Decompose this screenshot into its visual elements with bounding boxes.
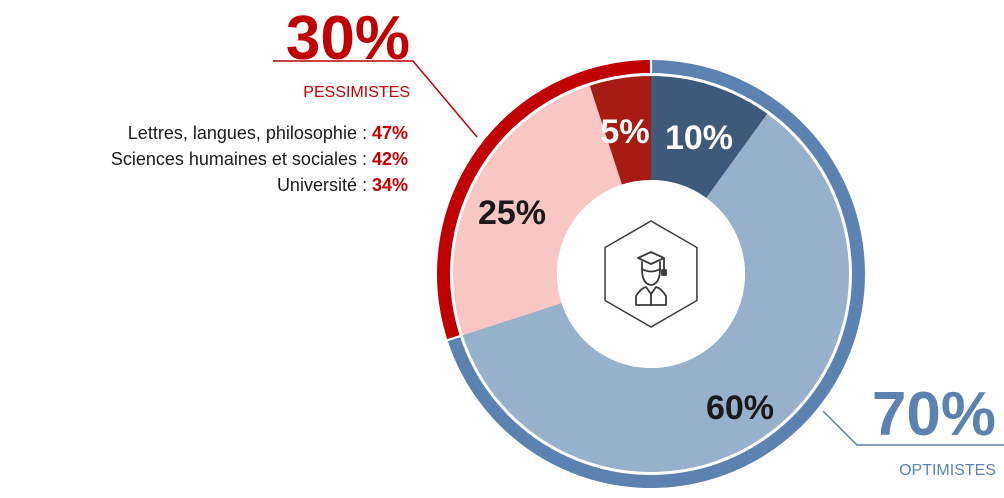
pessimists-label: PESSIMISTES bbox=[303, 84, 410, 101]
breakdown-label: Université : bbox=[276, 175, 372, 195]
breakdown-row-universite: Université : 34% bbox=[111, 172, 408, 198]
breakdown-value: 47% bbox=[371, 123, 408, 143]
breakdown-value: 34% bbox=[371, 175, 408, 195]
donut-slice-2 bbox=[452, 85, 622, 336]
breakdown-row-sciences: Sciences humaines et sociales : 42% bbox=[111, 146, 408, 172]
optimists-leader-line bbox=[822, 410, 1004, 446]
slice-labels: 10% 60% 25% 5% bbox=[478, 113, 774, 427]
slice-label-0: 10% bbox=[665, 119, 733, 157]
optimists-label: OPTIMISTES bbox=[899, 462, 996, 479]
graduate-student-icon bbox=[604, 220, 698, 328]
slice-label-2: 25% bbox=[478, 194, 546, 232]
breakdown-label: Sciences humaines et sociales : bbox=[110, 149, 372, 169]
breakdown-label: Lettres, langues, philosophie : bbox=[127, 123, 372, 143]
pessimists-breakdown: Lettres, langues, philosophie : 47% Scie… bbox=[111, 120, 408, 198]
breakdown-value: 42% bbox=[371, 149, 408, 169]
donut-slices bbox=[452, 76, 850, 473]
donut-slice-3 bbox=[589, 76, 651, 185]
pessimists-percent: 30% bbox=[285, 4, 410, 73]
optimists-percent: 70% bbox=[871, 380, 996, 449]
pessimists-leader-line bbox=[273, 60, 478, 138]
breakdown-row-lettres: Lettres, langues, philosophie : 47% bbox=[111, 120, 408, 146]
slice-label-1: 60% bbox=[706, 389, 774, 427]
donut-slice-0 bbox=[651, 76, 768, 198]
slice-label-3: 5% bbox=[600, 113, 649, 151]
donut-slice-1 bbox=[462, 113, 850, 473]
